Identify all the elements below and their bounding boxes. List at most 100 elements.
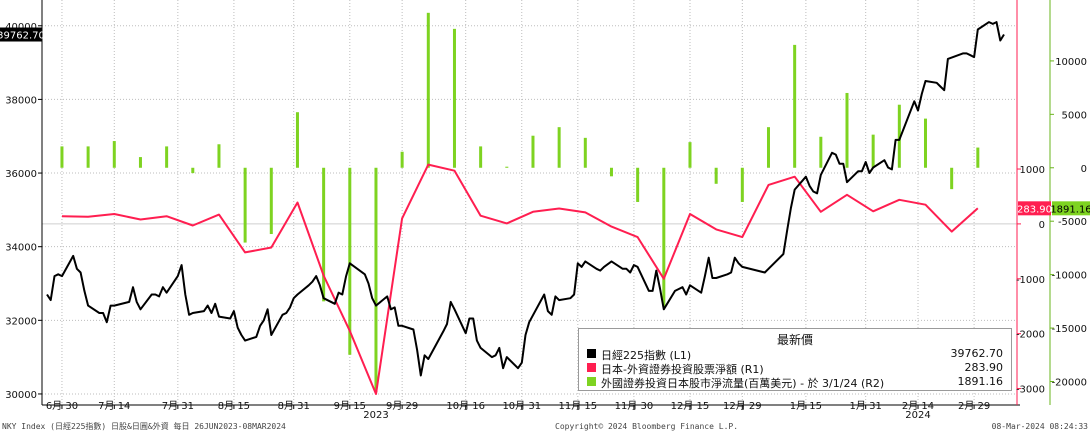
year-label: 2023 (363, 410, 388, 421)
net-buy-line (61, 163, 979, 395)
tick-label-x: 2月 29 (958, 400, 990, 412)
tick-label-x: 7月 14 (98, 400, 130, 412)
tick-label-x: 1月 31 (850, 400, 882, 412)
series-lines (46, 21, 1005, 395)
net-flow-bar (976, 147, 980, 168)
net-flow-bar (86, 146, 90, 168)
net-flow-bar (819, 136, 823, 168)
nikkei-line (46, 21, 1005, 377)
tag-r1-text: 283.90 (1017, 204, 1052, 215)
net-flow-bar (897, 104, 901, 168)
net-flow-bar (740, 167, 744, 202)
tick-label-r2: -20000 (1052, 377, 1087, 388)
tick-label-r2: -15000 (1052, 324, 1087, 335)
legend-value-net-flow: 1891.16 (957, 375, 1004, 388)
legend-value-nikkei: 39762.70 (950, 347, 1004, 360)
tick-label-r1: 1000 (1020, 165, 1045, 176)
tick-label-x: 9月 15 (334, 400, 366, 412)
net-flow-bar (426, 12, 430, 168)
legend-item-nikkei: 日經225指數 (L1) 39762.70 (587, 347, 1004, 362)
tag-l1-box (0, 27, 42, 42)
legend-item-net-flow: 外國證券投資日本股市淨流量(百萬美元) - 於 3/1/24 (R2) 1891… (587, 375, 1004, 390)
legend-item-net-buy: 日本-外資證券投資股票淨額 (R1) 283.90 (587, 361, 1004, 376)
net-flow-bar (269, 167, 273, 235)
tick-label-x: 6月 30 (46, 400, 78, 412)
net-flow-bar (295, 112, 299, 168)
tick-label-r1: -2000 (1016, 330, 1045, 341)
net-flow-bar (583, 137, 587, 168)
net-flow-bar (636, 167, 640, 202)
net-flow-bar (243, 167, 247, 243)
net-flow-bar (557, 127, 561, 168)
net-flow-bar (374, 167, 378, 393)
net-flow-bar (322, 167, 326, 302)
tag-r2-box (1052, 201, 1090, 216)
tag-r2-text: 1891.16 (1050, 204, 1090, 215)
net-flow-bar (452, 28, 456, 168)
footer-source: NKY Index (日經225指數) 日股&日圓&外資 每日 26JUN202… (2, 421, 286, 431)
tick-label-l1: 30000 (5, 390, 37, 401)
tick-label-l1: 38000 (5, 95, 37, 106)
net-flow-bar (688, 142, 692, 168)
tick-label-r2: -5000 (1058, 217, 1087, 228)
footer-timestamp: 08-Mar-2024 08:24:33 (992, 422, 1089, 431)
tick-label-r1: -1000 (1016, 275, 1045, 286)
net-flow-bar (662, 167, 666, 307)
net-flow-bar (609, 167, 613, 177)
tick-label-x: 1月 15 (790, 400, 822, 412)
tick-label-l1: 40000 (5, 22, 37, 33)
tick-label-r2: -10000 (1052, 271, 1087, 282)
tick-label-r2: 5000 (1062, 110, 1087, 121)
grid-lines (42, 0, 1017, 405)
tick-label-l1: 36000 (5, 169, 37, 180)
tick-label-x: 12月 29 (723, 400, 762, 412)
net-flow-bar (60, 146, 64, 168)
tick-labels: 30000 32000 34000 36000 38000 40000 -3000 -2000… (5, 22, 1087, 421)
net-flow-bar (766, 127, 770, 168)
tick-label-x: 8月 15 (218, 400, 250, 412)
net-flow-bar (950, 167, 954, 190)
net-flow-bar (112, 141, 116, 168)
tick-label-r1: -3000 (1016, 385, 1045, 396)
legend-label-net-flow: 外國證券投資日本股市淨流量(百萬美元) - 於 3/1/24 (R2) (601, 377, 885, 390)
tick-label-r1: 0 (1039, 220, 1045, 231)
tick-label-r2: 10000 (1055, 57, 1087, 68)
net-flow-bar (714, 167, 718, 184)
tick-label-x: 8月 31 (278, 400, 310, 412)
tick-label-x: 11月 15 (559, 400, 598, 412)
legend-label-nikkei: 日經225指數 (L1) (601, 349, 692, 362)
net-flow-bar (923, 118, 927, 168)
legend-swatch-nikkei (587, 349, 596, 358)
legend-value-net-buy: 283.90 (964, 361, 1004, 374)
tag-r1-box (1018, 201, 1051, 216)
tick-label-x: 10月 16 (446, 400, 485, 412)
net-flow-bar (845, 92, 849, 168)
year-label: 2024 (905, 410, 930, 421)
net-flow-bar (505, 166, 509, 168)
legend-title: 最新價 (776, 333, 813, 347)
net-flow-bar (400, 151, 404, 168)
tick-label-l1: 32000 (5, 316, 37, 327)
net-flow-bar (217, 144, 221, 168)
tick-label-x: 11月 30 (615, 400, 654, 412)
tick-label-x: 7月 31 (162, 400, 194, 412)
net-flow-bar (348, 167, 352, 355)
net-flow-bar (138, 157, 142, 168)
tick-label-r2: 0 (1081, 164, 1087, 175)
net-flow-bars (60, 12, 980, 393)
net-flow-bar (871, 134, 875, 168)
tick-label-x: 9月 29 (386, 400, 418, 412)
legend-swatch-net-buy (587, 363, 596, 372)
tick-label-l1: 34000 (5, 243, 37, 254)
net-flow-bar (165, 146, 169, 168)
footer-copyright: Copyright© 2024 Bloomberg Finance L.P. (555, 422, 738, 431)
legend-label-net-buy: 日本-外資證券投資股票淨額 (R1) (601, 363, 764, 376)
legend: 最新價 日經225指數 (L1) 39762.70 日本-外資證券投資股票淨額 … (578, 328, 1012, 391)
net-flow-bar (531, 135, 535, 168)
tick-label-x: 2月 14 (902, 400, 934, 412)
net-flow-bar (793, 44, 797, 168)
net-flow-bar (479, 146, 483, 168)
